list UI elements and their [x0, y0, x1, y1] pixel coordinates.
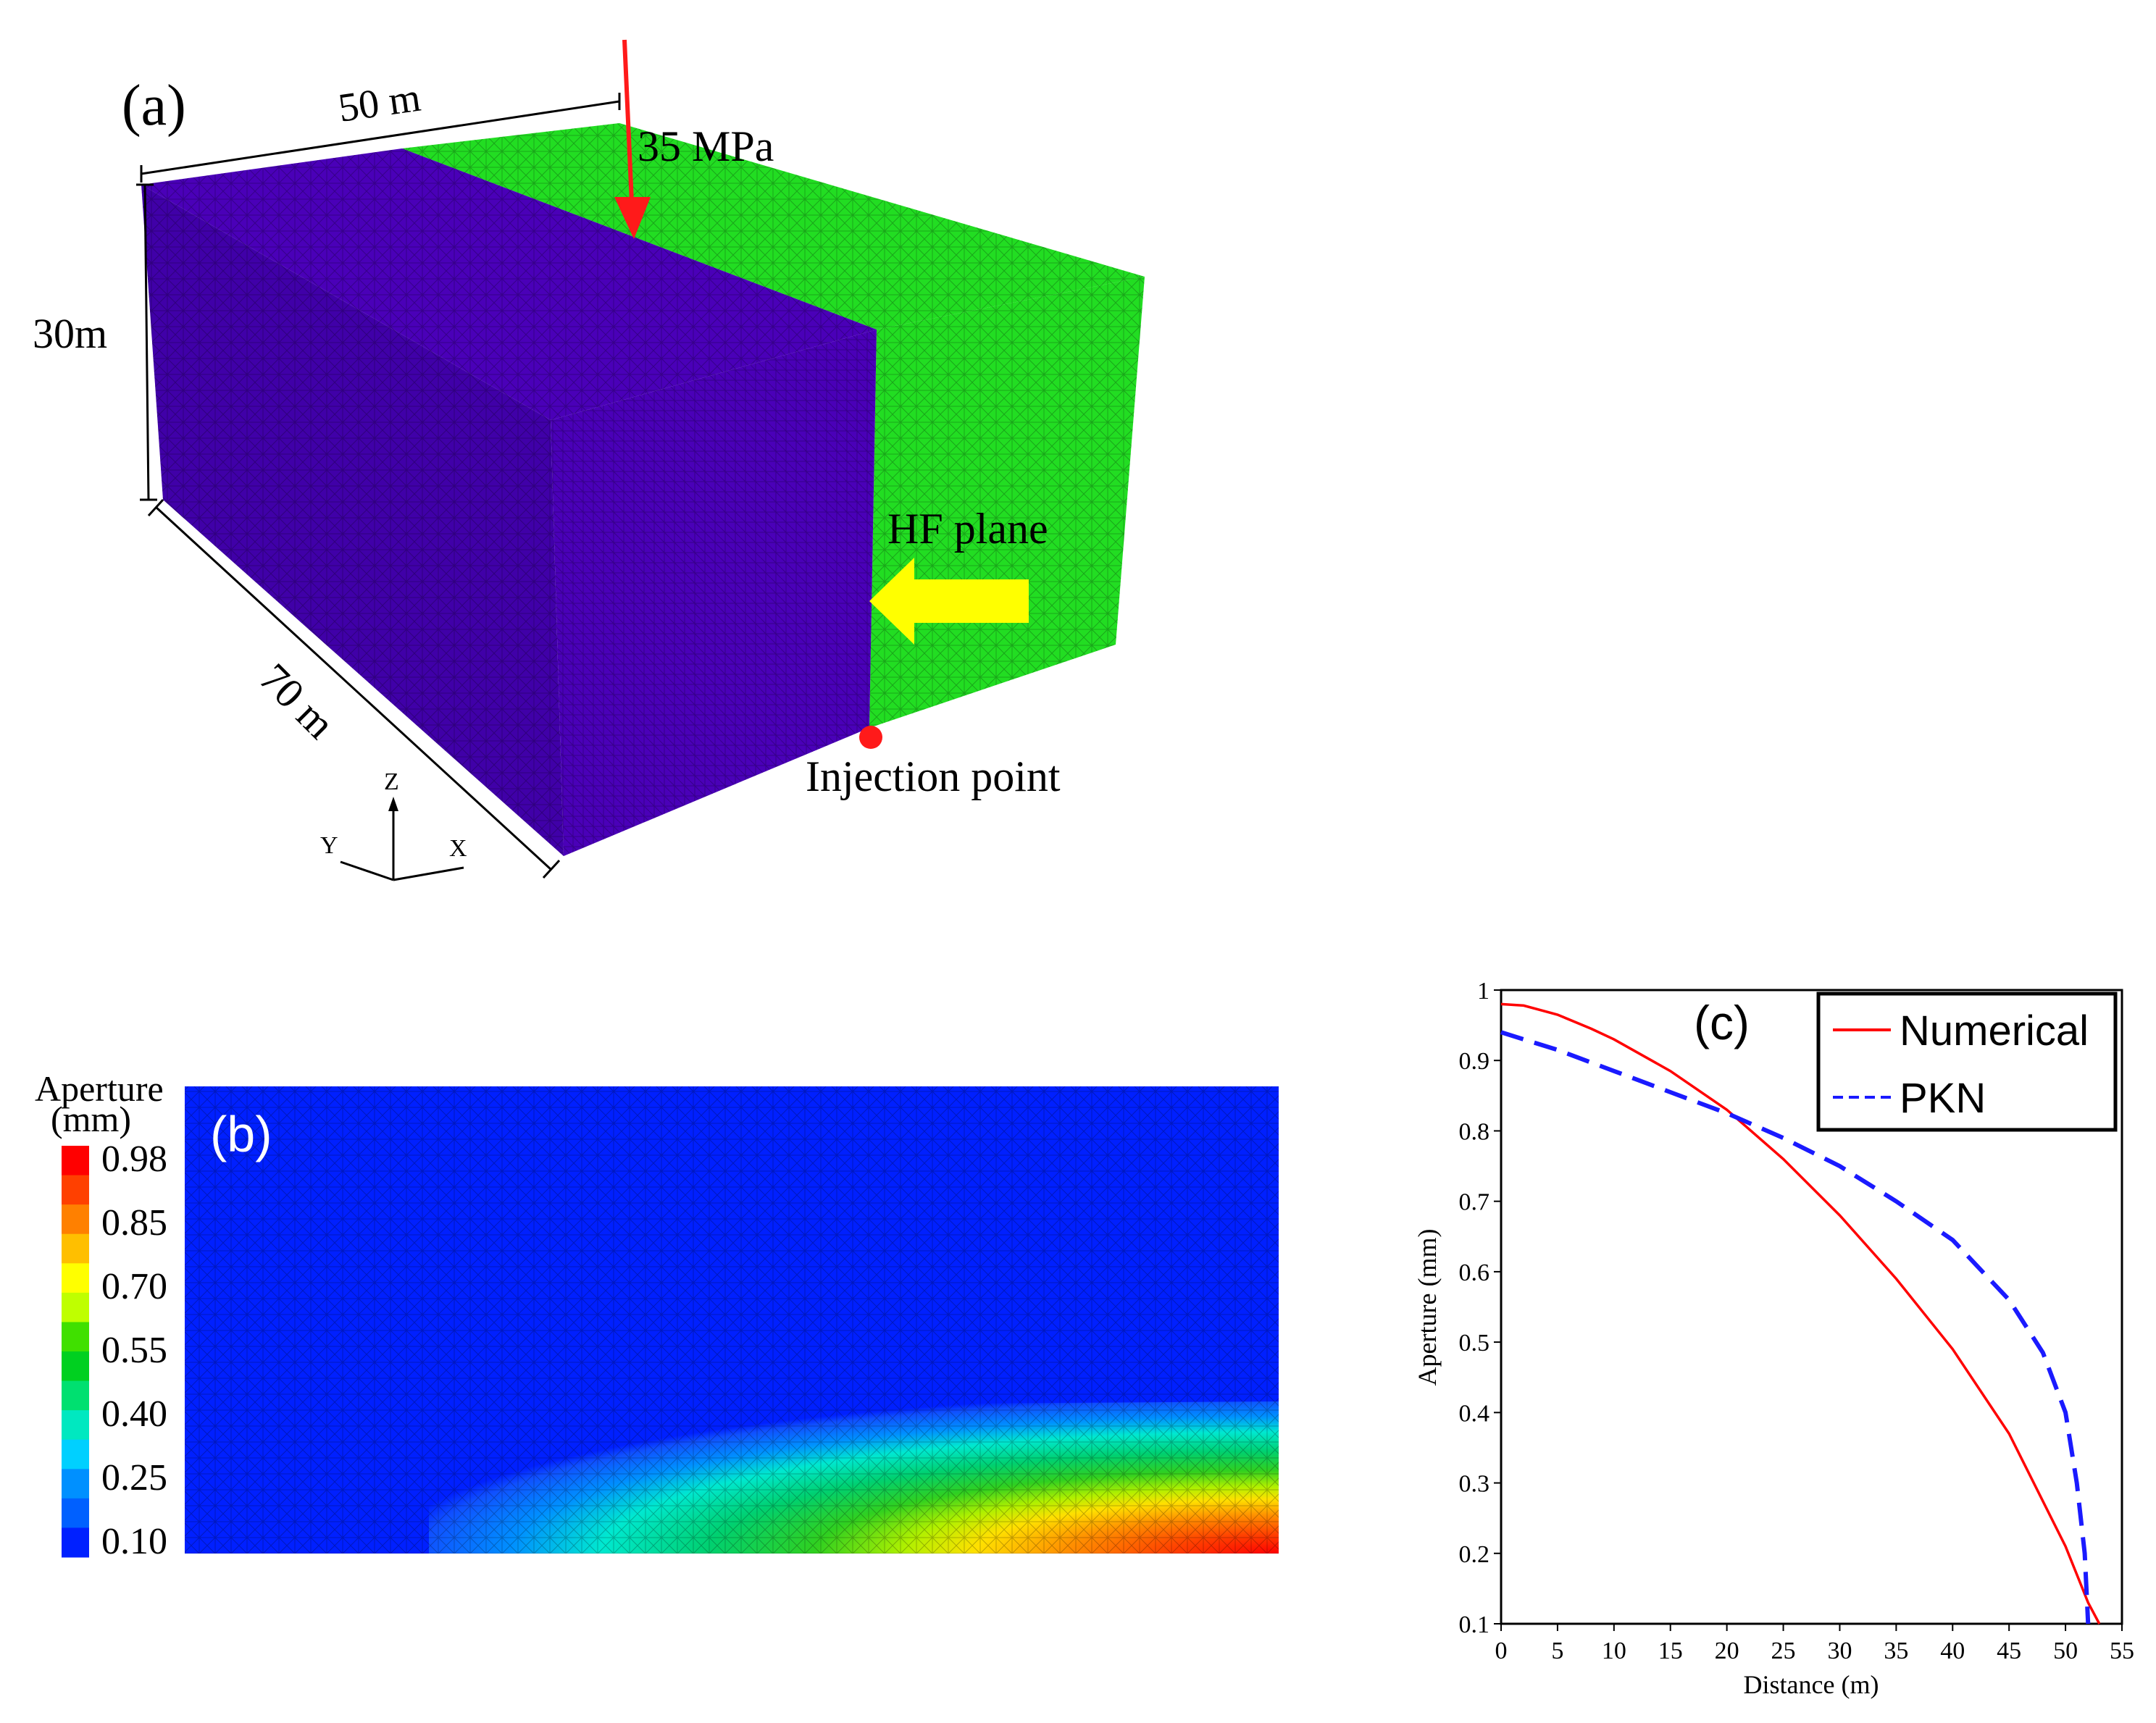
series-line-numerical: [1500, 1002, 2101, 1625]
colorbar-ticks: 0.98 0.85 0.70 0.55 0.40 0.25 0.10: [101, 1139, 167, 1562]
x-tick-label: 30: [1827, 1638, 1852, 1664]
injection-point-marker: [859, 726, 882, 749]
panel-b: (b) Aperture (mm) 0.980.850.700.550.400.…: [35, 1068, 1279, 1562]
colorbar: [62, 1146, 89, 1558]
series-line-pkn: [1500, 1030, 2091, 1625]
x-tick-label: 35: [1884, 1638, 1908, 1664]
injection-point-label: Injection point: [806, 752, 1061, 800]
load-label: 35 MPa: [638, 122, 774, 170]
x-tick-label: 25: [1771, 1638, 1796, 1664]
x-tick-label: 40: [1940, 1638, 1965, 1664]
panel-a-label: (a): [122, 74, 186, 138]
colorbar-tick-label: 0.10: [101, 1521, 167, 1562]
colorbar-tick-label: 0.40: [101, 1393, 167, 1435]
y-tick-label: 0.2: [1459, 1541, 1490, 1568]
x-tick-label: 15: [1658, 1638, 1683, 1664]
load-arrow: [622, 39, 634, 204]
colorbar-segment: [62, 1292, 89, 1322]
axis-z-label: Z: [384, 768, 399, 795]
colorbar-segment: [62, 1175, 89, 1205]
y-tick-label: 0.4: [1459, 1400, 1490, 1427]
y-tick-label: 0.8: [1459, 1118, 1490, 1145]
colorbar-segment: [62, 1380, 89, 1411]
colorbar-segment: [62, 1351, 89, 1382]
colorbar-segment: [62, 1469, 89, 1499]
axis-x-label: X: [449, 835, 467, 862]
x-axis-label: Distance (m): [1744, 1670, 1879, 1699]
colorbar-segment: [62, 1204, 89, 1235]
colorbar-segment: [62, 1410, 89, 1441]
hf-plane-arrow: [869, 558, 1029, 645]
panel-c-chart: 0 5 10 15 20 25 30 35 40 45 50 55 0.1 0.2 0.3 0.4 0.5 0.6…: [1413, 978, 2134, 1699]
colorbar-title-1: Aperture: [35, 1068, 164, 1109]
panel-a: (a) 50 m 30m 70 m 35 MPa HF plane Inject…: [33, 39, 1145, 881]
panel-b-label: (b): [210, 1106, 272, 1162]
plot-frame: [1500, 989, 2123, 1625]
x-tick-label: 0: [1495, 1638, 1508, 1664]
colorbar-segment: [62, 1527, 89, 1558]
colorbar-segment: [62, 1498, 89, 1528]
colorbar-segment: [62, 1322, 89, 1352]
y-tick-label: 0.5: [1459, 1330, 1490, 1357]
x-tick-label: 20: [1715, 1638, 1739, 1664]
colorbar-segment: [62, 1146, 89, 1176]
legend-box: [1816, 992, 2118, 1132]
y-axis-label: Aperture (mm): [1413, 1229, 1442, 1386]
x-tick-label: 55: [2110, 1638, 2134, 1664]
colorbar-tick-label: 0.55: [101, 1330, 167, 1371]
y-tick-label: 0.7: [1459, 1189, 1490, 1216]
x-tick-label: 10: [1602, 1638, 1626, 1664]
colorbar-tick-label: 0.98: [101, 1139, 167, 1180]
y-tick-label: 0.6: [1459, 1259, 1490, 1286]
y-tick-label: 0.1: [1459, 1611, 1490, 1638]
hf-plane-label: HF plane: [887, 505, 1048, 553]
colorbar-title-2: (mm): [51, 1099, 131, 1139]
x-tick-label: 50: [2053, 1638, 2078, 1664]
colorbar-tick-label: 0.70: [101, 1266, 167, 1307]
y-tick-label: 1: [1477, 978, 1489, 1005]
legend-label-pkn: PKN: [1900, 1075, 1986, 1122]
colorbar-tick-label: 0.85: [101, 1202, 167, 1244]
colorbar-segment: [62, 1233, 89, 1264]
axes-triad: [340, 804, 464, 881]
legend-label-numerical: Numerical: [1900, 1007, 2089, 1055]
y-tick-label: 0.9: [1459, 1048, 1490, 1075]
colorbar-segment: [62, 1439, 89, 1470]
y-tick-label: 0.3: [1459, 1471, 1490, 1498]
dim-height-label: 30m: [33, 310, 107, 357]
colorbar-tick-label: 0.25: [101, 1457, 167, 1498]
axis-y-label: Y: [320, 832, 338, 859]
x-tick-label: 5: [1551, 1638, 1563, 1664]
colorbar-segment: [62, 1263, 89, 1294]
panel-c-label: (c): [1694, 996, 1750, 1049]
x-tick-label: 45: [1997, 1638, 2021, 1664]
dim-width-label: 50 m: [335, 75, 423, 131]
load-arrowhead: [614, 197, 651, 239]
